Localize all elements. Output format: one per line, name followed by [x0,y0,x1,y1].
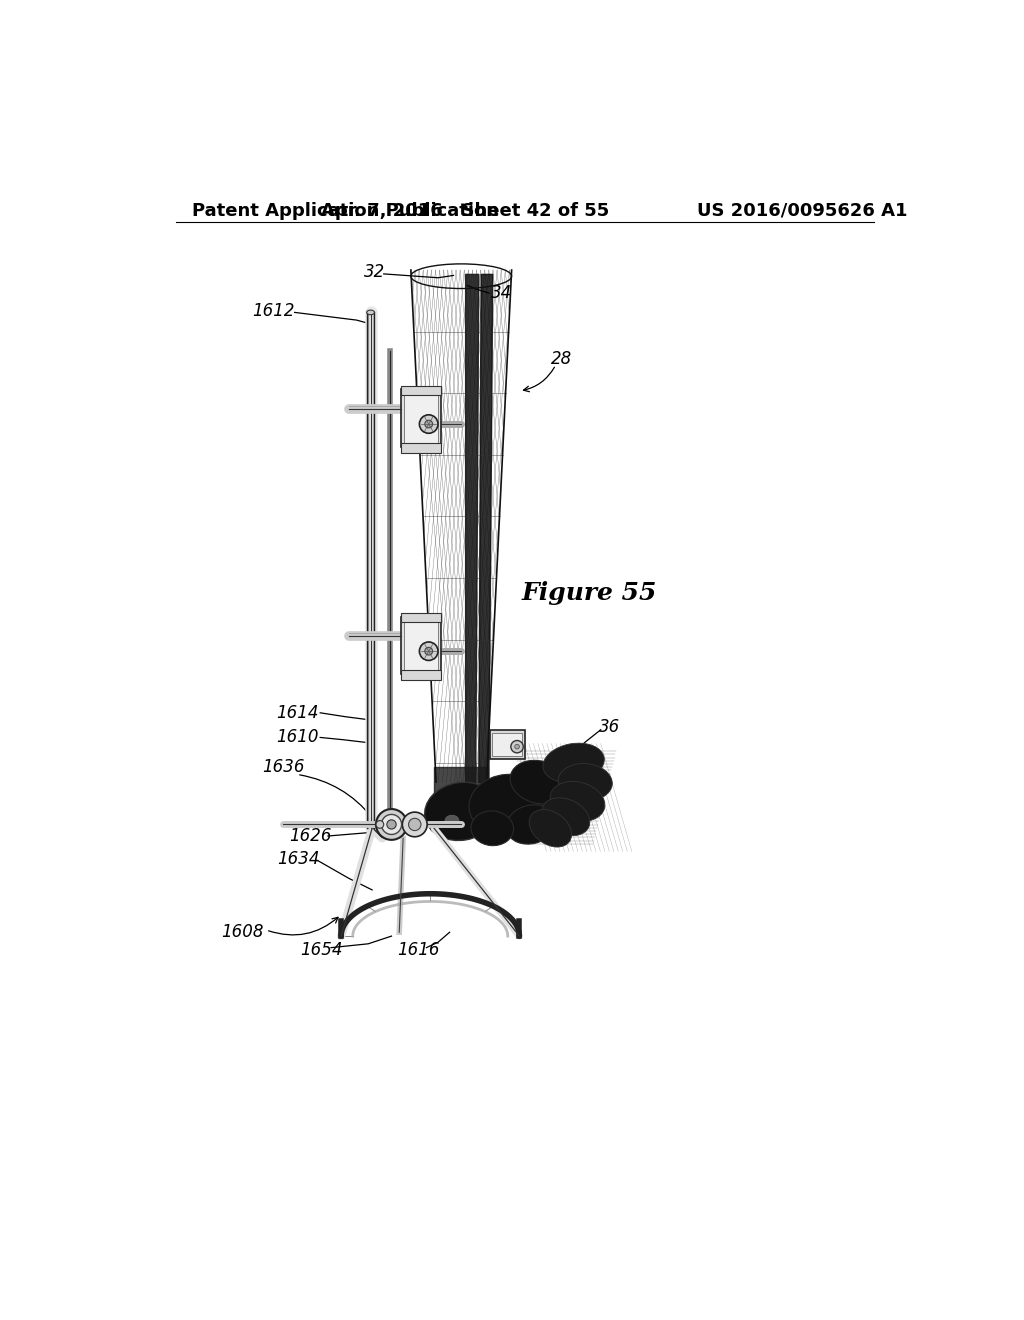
Text: 34: 34 [490,284,512,302]
Ellipse shape [367,310,375,314]
Bar [400,612,441,622]
Text: 1654: 1654 [300,941,343,958]
Bar [400,385,441,395]
Bar [493,733,521,756]
Text: 32: 32 [364,264,385,281]
Ellipse shape [510,760,567,804]
Text: 1616: 1616 [397,941,440,958]
Ellipse shape [558,763,612,801]
Circle shape [381,814,401,834]
Text: 1608: 1608 [221,923,264,941]
Text: US 2016/0095626 A1: US 2016/0095626 A1 [697,202,907,219]
Circle shape [420,642,438,660]
Bar [403,620,438,671]
Circle shape [376,821,384,829]
Circle shape [402,812,427,837]
Bar [400,444,441,453]
Bar [400,616,441,675]
Circle shape [511,741,523,752]
Bar [403,393,438,444]
Circle shape [425,420,432,428]
Bar [489,730,524,759]
Ellipse shape [529,809,571,847]
Circle shape [420,414,438,433]
Text: 1614: 1614 [275,704,318,722]
Ellipse shape [425,783,498,841]
Ellipse shape [471,810,513,846]
Text: 1634: 1634 [278,850,319,869]
Text: Figure 55: Figure 55 [521,581,656,606]
Ellipse shape [542,797,590,836]
Ellipse shape [543,743,604,783]
Circle shape [425,647,432,655]
Text: 36: 36 [599,718,621,735]
Circle shape [515,744,519,748]
Text: 28: 28 [551,350,572,367]
Circle shape [376,809,407,840]
Text: Patent Application Publication: Patent Application Publication [191,202,499,219]
Bar [400,389,441,447]
Text: Apr. 7, 2016   Sheet 42 of 55: Apr. 7, 2016 Sheet 42 of 55 [321,202,609,219]
Text: 1612: 1612 [253,302,295,319]
Text: 1610: 1610 [275,729,318,746]
Text: 1636: 1636 [262,758,304,776]
Circle shape [387,820,396,829]
Ellipse shape [445,816,459,826]
Text: 1626: 1626 [289,828,332,845]
Circle shape [409,818,421,830]
Ellipse shape [469,775,547,836]
Ellipse shape [550,781,605,821]
Ellipse shape [506,805,556,843]
Bar [400,671,441,680]
